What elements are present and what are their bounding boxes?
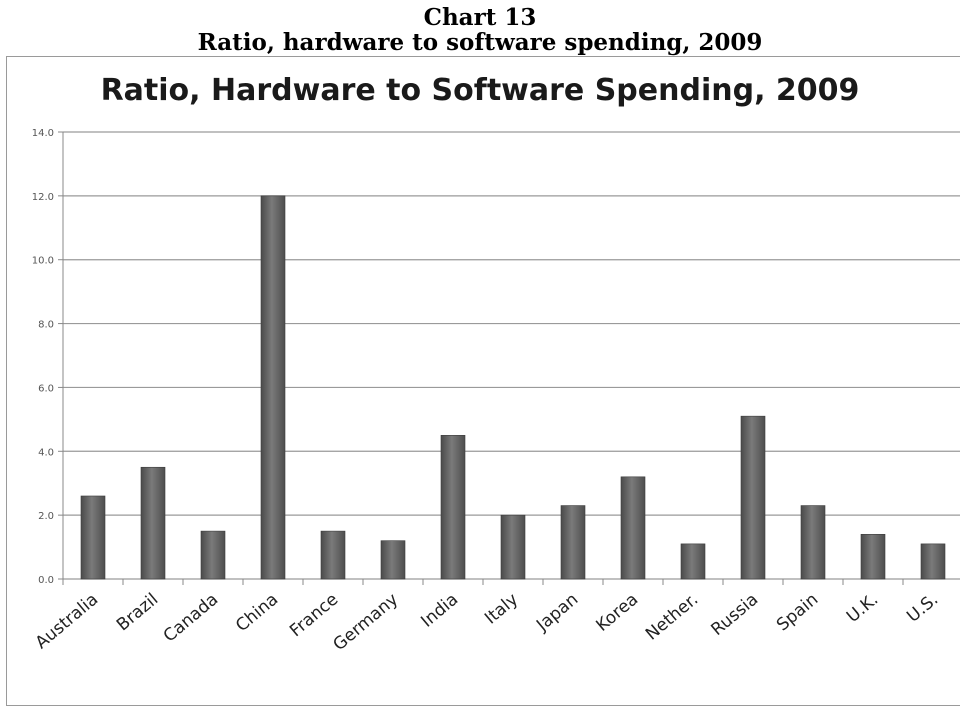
x-category-label: Italy [481, 590, 522, 629]
bar [140, 466, 166, 580]
y-tick-label: 12.0 [32, 192, 54, 203]
x-category-label: Germany [329, 590, 402, 656]
chart-title: Ratio, Hardware to Software Spending, 20… [100, 73, 860, 108]
bar [620, 476, 646, 580]
chart-caption-number: Chart 13 [423, 4, 537, 31]
chart-frame [6, 56, 960, 706]
x-category-label: China [232, 590, 282, 637]
x-category-label: U.K. [843, 590, 882, 627]
bar [260, 195, 286, 580]
x-category-label: Australia [32, 590, 102, 654]
bar [680, 543, 706, 580]
x-category-label: Russia [707, 590, 762, 640]
x-category-label: Japan [532, 590, 582, 636]
y-tick-label: 6.0 [38, 383, 54, 394]
y-tick-label: 0.0 [38, 575, 54, 586]
bar [860, 533, 886, 580]
bar [380, 540, 406, 580]
bars [80, 195, 946, 580]
bar [560, 505, 586, 580]
axes [58, 131, 904, 585]
bar [320, 530, 346, 580]
y-tick-label: 2.0 [38, 511, 54, 522]
bar [920, 543, 946, 580]
bar [800, 505, 826, 580]
x-category-label: U.S. [903, 590, 942, 627]
y-tick-label: 4.0 [38, 447, 54, 458]
bar [200, 530, 226, 580]
x-category-label: France [286, 590, 342, 642]
x-category-label: Brazil [113, 590, 162, 636]
bar [440, 435, 466, 580]
x-category-label: India [417, 590, 462, 632]
chart-caption-title: Ratio, hardware to software spending, 20… [197, 29, 763, 56]
y-tick-label: 10.0 [32, 256, 54, 267]
y-tick-label: 8.0 [38, 320, 54, 331]
bar [740, 415, 766, 580]
y-tick-label: 14.0 [32, 128, 54, 139]
bar [80, 495, 106, 580]
bar [500, 514, 526, 580]
x-category-label: Canada [160, 590, 222, 647]
gridlines [63, 131, 960, 580]
x-category-label: Korea [592, 590, 642, 636]
x-category-label: Spain [773, 590, 822, 636]
x-category-label: Nether. [642, 590, 702, 645]
